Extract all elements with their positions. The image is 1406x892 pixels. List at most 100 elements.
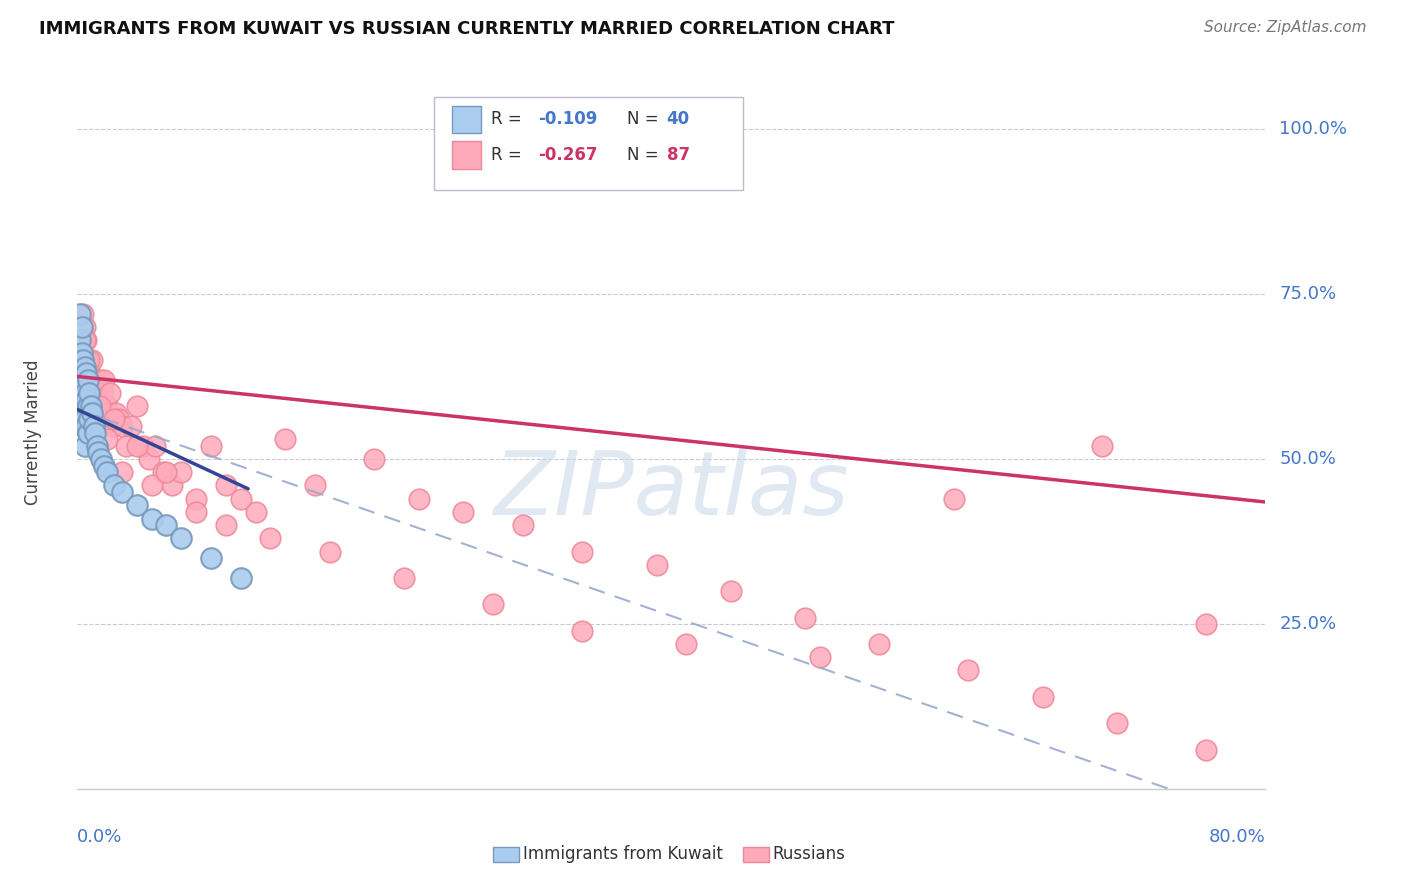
Point <box>125 498 148 512</box>
Point <box>120 419 142 434</box>
Point <box>87 399 110 413</box>
FancyBboxPatch shape <box>434 97 742 190</box>
Point <box>363 452 385 467</box>
Point <box>70 419 93 434</box>
Point <box>482 598 505 612</box>
Point <box>453 505 475 519</box>
Point <box>115 439 138 453</box>
Point <box>868 637 890 651</box>
Text: N =: N = <box>627 111 664 128</box>
Text: 87: 87 <box>666 146 690 164</box>
Text: Immigrants from Kuwait: Immigrants from Kuwait <box>523 845 723 863</box>
Point <box>1195 617 1218 632</box>
Point <box>245 505 267 519</box>
Point <box>93 458 115 473</box>
Point <box>73 439 96 453</box>
Point <box>83 399 105 413</box>
Point <box>69 359 91 374</box>
Text: R =: R = <box>491 146 527 164</box>
Point <box>82 386 104 401</box>
Point <box>84 406 107 420</box>
Point <box>152 465 174 479</box>
Point <box>72 333 94 347</box>
Point <box>75 392 97 407</box>
Point <box>108 412 131 426</box>
Point <box>76 399 98 413</box>
Point <box>90 452 112 467</box>
Point <box>170 532 193 546</box>
Point <box>70 346 93 360</box>
Point <box>957 664 980 678</box>
Point <box>69 333 91 347</box>
Bar <box>494 847 519 863</box>
Bar <box>742 847 769 863</box>
Point <box>76 425 98 440</box>
Text: 50.0%: 50.0% <box>1279 450 1336 468</box>
Point <box>141 478 163 492</box>
Point <box>82 419 104 434</box>
Point <box>155 518 177 533</box>
Point <box>84 412 107 426</box>
Point <box>73 319 96 334</box>
Point <box>186 505 208 519</box>
Point <box>93 373 115 387</box>
Point <box>75 353 97 368</box>
Point <box>76 366 98 380</box>
Point <box>80 399 103 413</box>
Point <box>76 373 98 387</box>
Point <box>942 491 965 506</box>
Point <box>75 333 97 347</box>
Point <box>1195 743 1218 757</box>
Point <box>1091 439 1114 453</box>
Point <box>200 439 222 453</box>
Point <box>408 491 430 506</box>
Point <box>131 439 153 453</box>
Point <box>96 465 118 479</box>
Point <box>125 439 148 453</box>
Point <box>319 544 342 558</box>
Point <box>103 412 125 426</box>
Point <box>75 386 97 401</box>
Point <box>794 610 817 624</box>
Point <box>84 425 107 440</box>
Text: Russians: Russians <box>772 845 845 863</box>
Text: -0.267: -0.267 <box>538 146 598 164</box>
Text: 25.0%: 25.0% <box>1279 615 1337 633</box>
Point <box>103 478 125 492</box>
Point <box>89 399 111 413</box>
Point <box>186 491 208 506</box>
Point <box>77 386 100 401</box>
Point <box>104 406 127 420</box>
Point <box>125 399 148 413</box>
Point <box>392 571 415 585</box>
Point <box>82 353 104 368</box>
Point <box>73 333 96 347</box>
Point <box>571 624 593 638</box>
Point <box>80 373 103 387</box>
Point <box>645 558 668 572</box>
Point <box>82 406 104 420</box>
Point <box>72 399 94 413</box>
Point <box>83 419 105 434</box>
Point <box>76 399 98 413</box>
Point <box>89 373 111 387</box>
Point <box>170 465 193 479</box>
Point <box>77 353 100 368</box>
Point <box>229 491 252 506</box>
Text: ZIPatlas: ZIPatlas <box>494 447 849 533</box>
Text: 80.0%: 80.0% <box>1209 829 1265 847</box>
Point <box>75 419 97 434</box>
Point <box>73 359 96 374</box>
Bar <box>451 106 481 133</box>
Point <box>229 571 252 585</box>
Text: N =: N = <box>627 146 664 164</box>
Text: R =: R = <box>491 111 527 128</box>
Text: -0.109: -0.109 <box>538 111 598 128</box>
Point <box>72 373 94 387</box>
Point <box>111 465 134 479</box>
Point <box>111 485 134 500</box>
Point <box>73 386 96 401</box>
Text: Currently Married: Currently Married <box>24 359 42 506</box>
Point <box>70 319 93 334</box>
Point <box>87 445 110 459</box>
